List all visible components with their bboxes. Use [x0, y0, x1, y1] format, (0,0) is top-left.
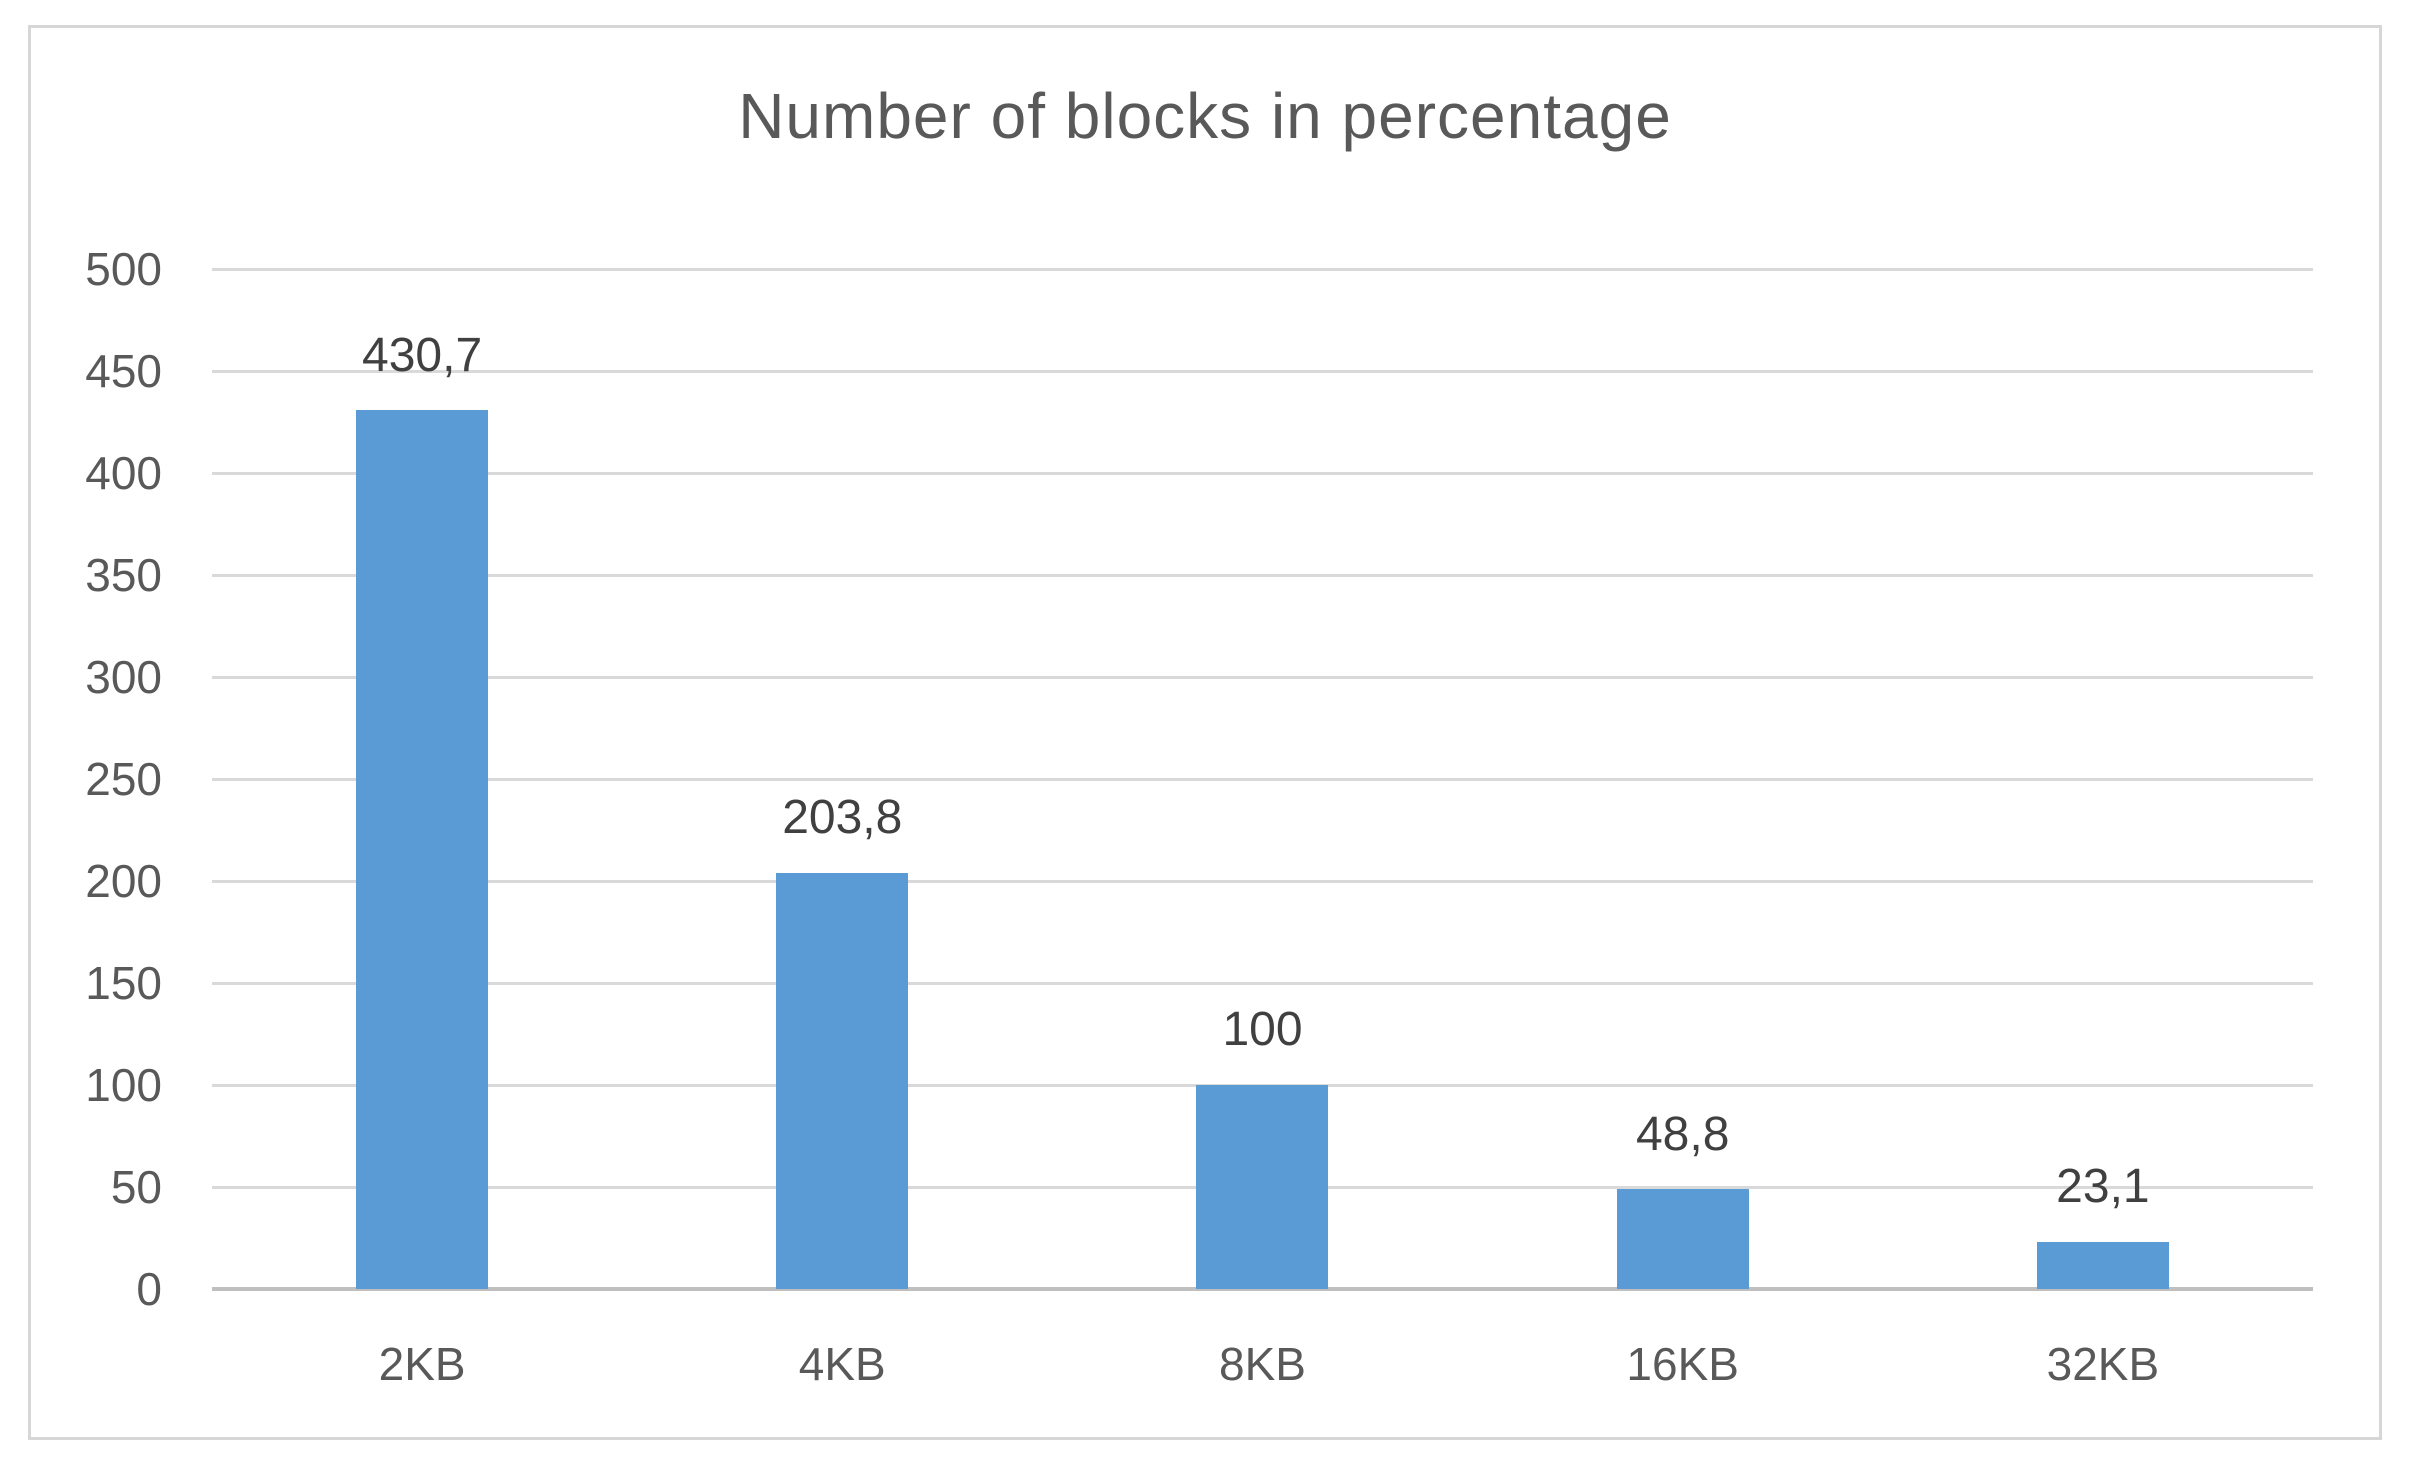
bar-value-label: 23,1 — [2056, 1160, 2150, 1214]
x-axis-line — [212, 1287, 2313, 1291]
x-tick-label: 32KB — [2046, 1338, 2160, 1390]
bar — [2036, 1241, 2169, 1289]
gridline — [212, 573, 2313, 577]
bar-column: 48,8 — [1473, 269, 1893, 1289]
gridline — [212, 267, 2313, 271]
x-tick-label: 8KB — [1219, 1338, 1306, 1390]
gridline — [212, 879, 2313, 883]
bar-value-label: 203,8 — [782, 791, 903, 845]
y-tick-label: 150 — [85, 957, 162, 1009]
gridline — [212, 981, 2313, 985]
bar-value-label: 430,7 — [362, 328, 483, 382]
y-tick-label: 0 — [136, 1263, 162, 1315]
bar-column: 100 — [1052, 269, 1472, 1289]
gridline — [212, 777, 2313, 781]
bar — [1196, 1085, 1329, 1289]
bar-column: 23,1 — [1893, 269, 2313, 1289]
chart-title: Number of blocks in percentage — [738, 80, 1672, 152]
bar — [1616, 1189, 1749, 1289]
bar-column: 203,8 — [632, 269, 1052, 1289]
gridline — [212, 369, 2313, 373]
y-tick-label: 400 — [85, 447, 162, 499]
y-tick-label: 500 — [85, 243, 162, 295]
bar-value-label: 100 — [1222, 1003, 1303, 1057]
y-tick-label: 100 — [85, 1059, 162, 1111]
x-tick-label: 4KB — [798, 1338, 886, 1390]
bar-value-label: 48,8 — [1635, 1107, 1730, 1161]
bar — [776, 873, 909, 1289]
y-tick-label: 450 — [85, 345, 162, 397]
bar-column: 430,7 — [212, 269, 632, 1289]
y-tick-label: 200 — [85, 855, 162, 907]
y-tick-label: 300 — [85, 651, 162, 703]
y-tick-label: 350 — [85, 549, 162, 601]
x-tick-label: 16KB — [1626, 1338, 1739, 1390]
x-tick-label: 2KB — [378, 1338, 466, 1390]
y-tick-label: 50 — [110, 1161, 162, 1213]
gridline — [212, 471, 2313, 475]
bar — [356, 410, 489, 1289]
plot-area: 430,7 203,8 100 48,8 23,1 — [212, 267, 2313, 1291]
y-tick-label: 250 — [85, 753, 162, 805]
gridline — [212, 675, 2313, 679]
